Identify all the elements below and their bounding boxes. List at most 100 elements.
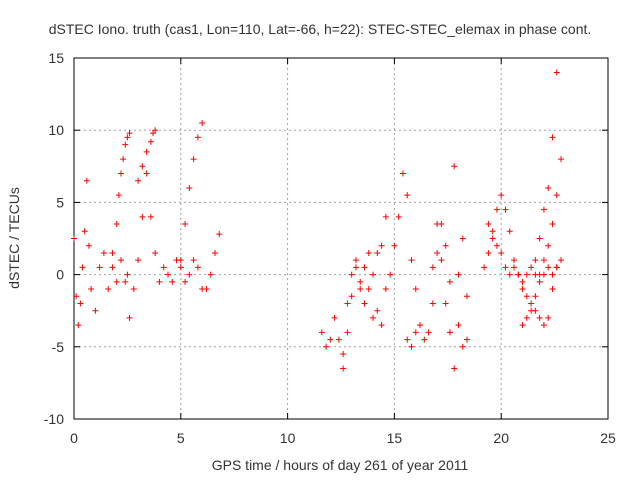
data-point xyxy=(340,365,347,372)
data-point xyxy=(545,264,552,271)
data-point xyxy=(540,257,547,264)
data-point xyxy=(451,365,458,372)
data-point xyxy=(143,170,150,177)
data-point xyxy=(361,300,368,307)
data-point xyxy=(549,286,556,293)
data-point xyxy=(117,257,124,264)
data-point xyxy=(455,322,462,329)
data-point xyxy=(485,221,492,228)
data-point xyxy=(489,235,496,242)
series-pass-6 xyxy=(318,170,419,372)
data-point xyxy=(378,322,385,329)
data-point xyxy=(545,242,552,249)
x-tick-label: 25 xyxy=(600,430,616,446)
data-point xyxy=(169,278,176,285)
data-point xyxy=(498,192,505,199)
data-point xyxy=(105,286,112,293)
series-pass-7 xyxy=(340,213,389,358)
x-axis-label: GPS time / hours of day 261 of year 2011 xyxy=(212,457,469,473)
data-point xyxy=(408,257,415,264)
data-point xyxy=(115,192,122,199)
data-point xyxy=(113,278,120,285)
data-point xyxy=(523,271,530,278)
data-point xyxy=(139,163,146,170)
data-point xyxy=(506,271,513,278)
plot-frame xyxy=(73,57,609,420)
x-tick-label: 15 xyxy=(387,430,403,446)
data-point xyxy=(536,278,543,285)
data-point xyxy=(438,221,445,228)
data-point xyxy=(553,264,560,271)
data-point xyxy=(519,286,526,293)
y-tick-label: -5 xyxy=(52,339,65,355)
data-point xyxy=(404,192,411,199)
data-point xyxy=(194,264,201,271)
data-point xyxy=(417,322,424,329)
data-point xyxy=(378,242,385,249)
data-point xyxy=(532,293,539,300)
data-point xyxy=(109,264,116,271)
data-point xyxy=(126,314,133,321)
data-point xyxy=(122,278,129,285)
data-point xyxy=(190,257,197,264)
data-point xyxy=(549,221,556,228)
data-point xyxy=(211,249,218,256)
data-point xyxy=(357,286,364,293)
y-tick-label: 15 xyxy=(48,50,64,66)
data-points xyxy=(71,69,565,372)
data-point xyxy=(519,322,526,329)
data-point xyxy=(71,235,77,242)
series-pass-10 xyxy=(481,192,565,329)
data-point xyxy=(493,242,500,249)
data-point xyxy=(528,300,535,307)
data-point xyxy=(528,307,535,314)
data-point xyxy=(152,249,159,256)
data-point xyxy=(77,300,84,307)
data-point xyxy=(523,293,530,300)
data-point xyxy=(318,329,325,336)
series-pass-11 xyxy=(485,221,560,285)
data-point xyxy=(532,257,539,264)
data-point xyxy=(109,249,116,256)
data-point xyxy=(370,271,377,278)
data-point xyxy=(455,271,462,278)
data-point xyxy=(352,257,359,264)
data-point xyxy=(335,336,342,343)
data-point xyxy=(493,206,500,213)
data-point xyxy=(365,249,372,256)
data-point xyxy=(528,264,535,271)
data-point xyxy=(382,213,389,220)
data-point xyxy=(160,264,167,271)
data-point xyxy=(340,351,347,358)
data-point xyxy=(434,249,441,256)
data-point xyxy=(216,231,223,238)
data-point xyxy=(352,264,359,271)
data-point xyxy=(506,228,513,235)
data-point xyxy=(124,271,131,278)
data-point xyxy=(327,336,334,343)
data-point xyxy=(124,134,131,141)
data-point xyxy=(553,69,560,76)
data-point xyxy=(421,336,428,343)
data-point xyxy=(357,278,364,285)
data-point xyxy=(382,286,389,293)
data-point xyxy=(464,293,471,300)
data-point xyxy=(464,336,471,343)
data-point xyxy=(549,271,556,278)
data-point xyxy=(323,343,330,350)
data-point xyxy=(498,249,505,256)
data-point xyxy=(540,206,547,213)
data-point xyxy=(81,228,88,235)
series-pass-4 xyxy=(135,127,159,184)
data-point xyxy=(177,257,184,264)
data-point xyxy=(85,242,92,249)
data-point xyxy=(515,271,522,278)
data-point xyxy=(558,156,565,163)
data-point xyxy=(365,286,372,293)
series-pass-1 xyxy=(71,177,131,329)
data-point xyxy=(126,130,133,137)
data-point xyxy=(545,184,552,191)
data-point xyxy=(442,300,449,307)
data-point xyxy=(502,206,509,213)
